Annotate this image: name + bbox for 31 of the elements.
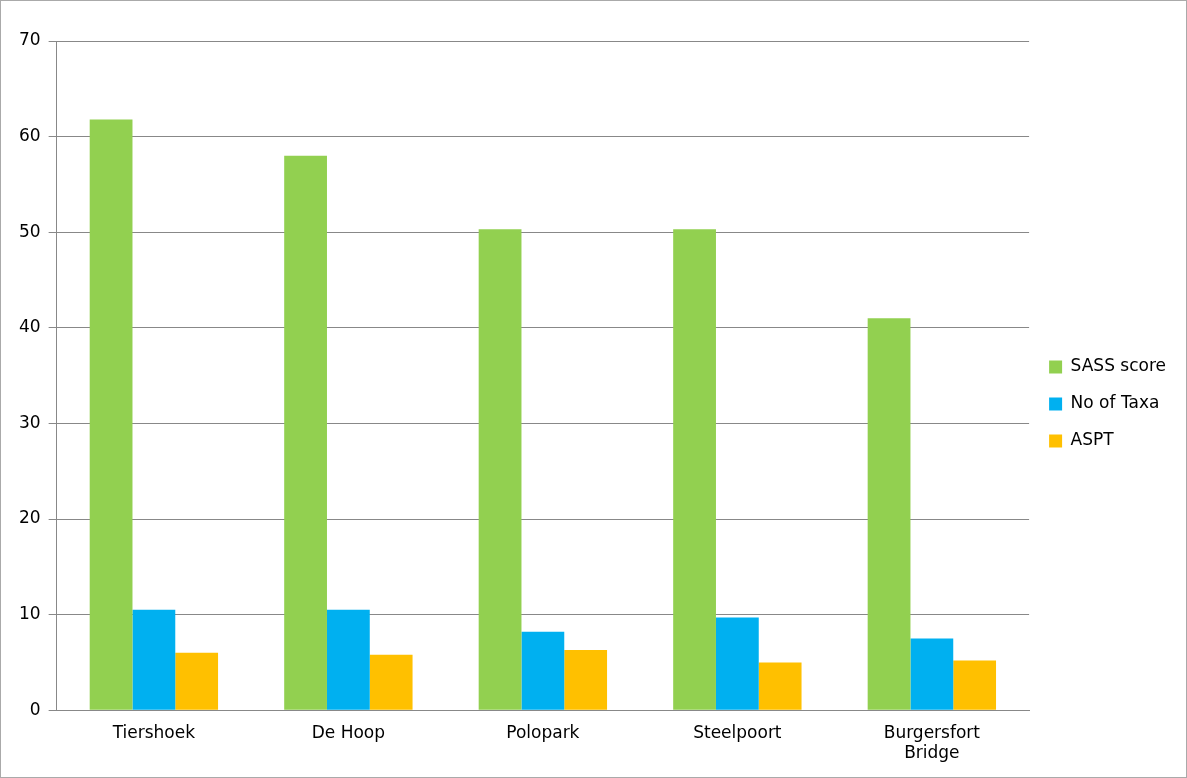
x-tick-label: Steelpoort: [693, 721, 782, 742]
y-tick-label: 40: [18, 316, 41, 337]
legend-label: SASS score: [1070, 355, 1167, 376]
bar: [521, 631, 565, 710]
bar: [953, 660, 997, 710]
bar: [132, 609, 176, 710]
bar: [369, 654, 413, 710]
legend-label: No of Taxa: [1070, 392, 1160, 413]
bar: [284, 155, 327, 710]
legend-label: ASPT: [1070, 429, 1115, 450]
bar: [89, 119, 133, 710]
x-tick-label: Tiershoek: [111, 721, 196, 742]
bar: [910, 638, 954, 710]
bar: [175, 652, 219, 710]
bar: [478, 229, 522, 710]
bar: [758, 662, 802, 710]
bar: [326, 609, 370, 710]
bar: [673, 229, 716, 710]
x-tick-label: Burgersfort Bridge: [883, 721, 981, 763]
y-tick-label: 70: [18, 29, 41, 50]
y-tick-label: 0: [29, 698, 41, 719]
y-tick-label: 20: [18, 507, 41, 528]
y-tick-label: 10: [18, 603, 41, 624]
y-tick-label: 50: [18, 220, 41, 241]
bar: [564, 649, 608, 710]
bar: [715, 617, 759, 710]
bar: [867, 318, 911, 710]
y-tick-label: 60: [18, 125, 41, 146]
y-tick-label: 30: [18, 411, 41, 432]
x-tick-label: Polopark: [506, 721, 580, 742]
x-tick-label: De Hoop: [311, 721, 386, 742]
